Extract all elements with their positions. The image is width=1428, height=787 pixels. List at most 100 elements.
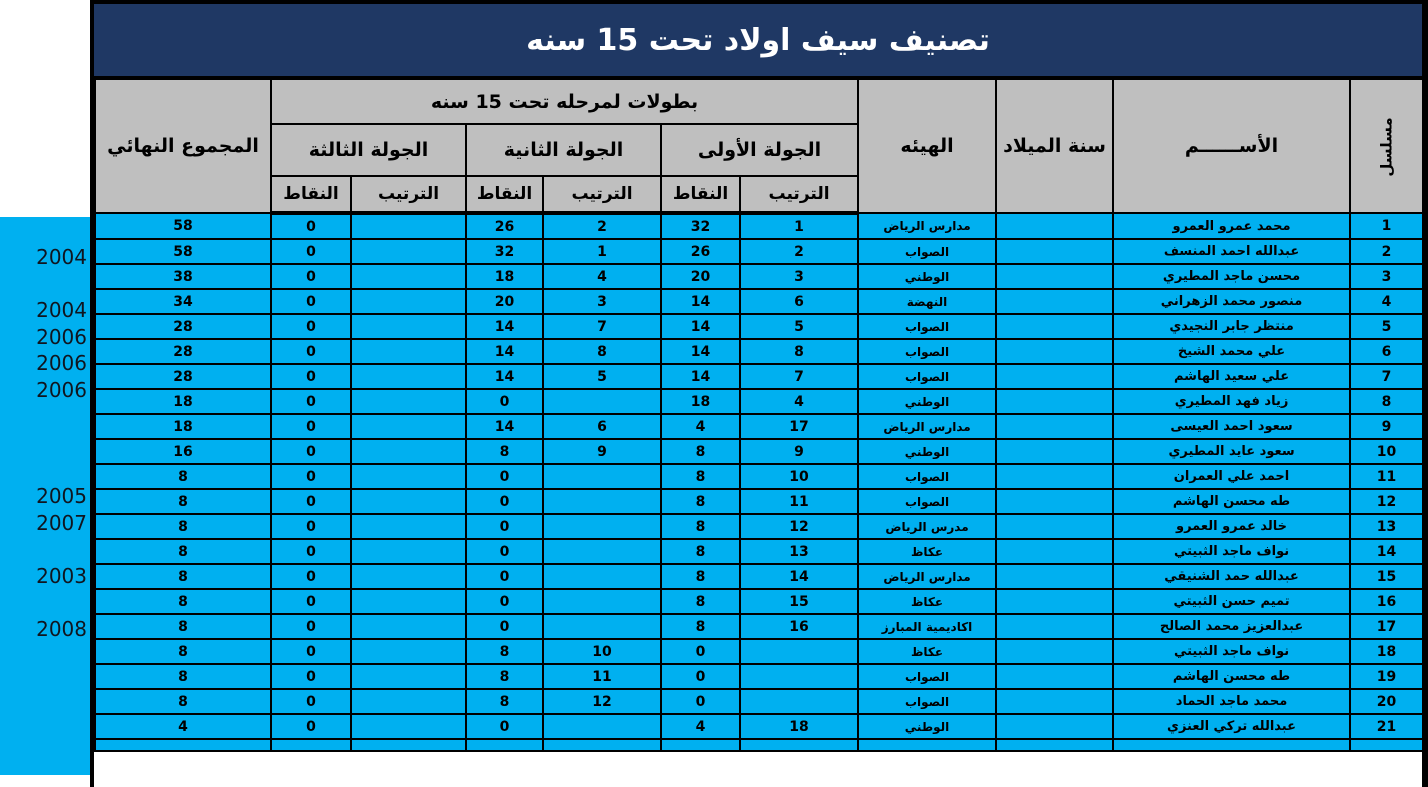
cell-r2-points: 32	[465, 238, 545, 265]
cell-r1-points: 14	[660, 363, 742, 390]
column-header-points-r1: النقاط	[660, 175, 742, 215]
cell-r2-rank	[542, 513, 663, 540]
cell-name: زياد فهد المطيري	[1112, 388, 1352, 415]
side-year-label: 2007	[36, 510, 87, 535]
table-row: 7 علي سعيد الهاشم الصواب 7 14 5 14 0 28	[94, 363, 1422, 390]
cell-r2-points: 0	[465, 713, 545, 740]
cell-r1-points: 4	[660, 713, 742, 740]
cell-org: الصواب	[857, 663, 998, 690]
cell-birth-year	[995, 338, 1115, 365]
cell-r3-points: 0	[269, 563, 353, 590]
cell-r2-rank: 6	[542, 413, 663, 440]
cell-total: 18	[94, 388, 272, 415]
cell-r1-rank: 13	[739, 538, 860, 565]
cell-total: 8	[94, 463, 272, 490]
cell-r2-rank	[542, 463, 663, 490]
cell-r2-rank: 7	[542, 313, 663, 340]
cell-birth-year	[995, 513, 1115, 540]
cell-birth-year	[995, 263, 1115, 290]
cell-r3-rank	[350, 663, 468, 690]
cell-birth-year	[995, 463, 1115, 490]
table-row: 10 سعود عايد المطيري الوطني 9 8 9 8 0 16	[94, 438, 1422, 465]
cell-total: 58	[94, 238, 272, 265]
column-header-name: الأســــــم	[1112, 78, 1352, 214]
cell-r1-points: 26	[660, 238, 742, 265]
table-body: 1 محمد عمرو العمرو مدارس الرياض 1 32 2 26 0 58 2 ع…	[94, 212, 1422, 752]
table-row: 1 محمد عمرو العمرو مدارس الرياض 1 32 2 26 0 58	[94, 212, 1422, 240]
cell-r2-rank: 2	[542, 212, 663, 240]
cell-name: سعود احمد العيسى	[1112, 413, 1352, 440]
cell-empty	[660, 738, 742, 752]
cell-r2-points: 8	[465, 438, 545, 465]
cell-total: 38	[94, 263, 272, 290]
cell-name: محمد ماجد الحماد	[1112, 688, 1352, 715]
table-row: 15 عبدالله حمد الشنيقي مدارس الرياض 14 8 0 0 8	[94, 563, 1422, 590]
cell-empty	[995, 738, 1115, 752]
ranking-table-container: تصنيف سيف اولاد تحت 15 سنه مسلسل الأســـ…	[90, 0, 1428, 787]
cell-r3-rank	[350, 288, 468, 315]
table-row: 2 عبدالله احمد المنسف الصواب 2 26 1 32 0 58	[94, 238, 1422, 265]
side-year-label: 2006	[36, 324, 87, 349]
cell-serial: 1	[1349, 212, 1422, 240]
cell-birth-year	[995, 588, 1115, 615]
cell-org: عكاظ	[857, 588, 998, 615]
cell-r1-rank: 18	[739, 713, 860, 740]
cell-r3-points: 0	[269, 713, 353, 740]
cell-r1-rank	[739, 688, 860, 715]
cell-r1-points: 32	[660, 212, 742, 240]
side-year-label: 2006	[36, 377, 87, 402]
cell-r2-points: 20	[465, 288, 545, 315]
cell-r3-points: 0	[269, 438, 353, 465]
cell-empty	[350, 738, 468, 752]
column-header-round-1: الجولة الأولى	[660, 123, 860, 177]
cell-total: 8	[94, 563, 272, 590]
column-header-round-2: الجولة الثانية	[465, 123, 663, 177]
cell-r1-points: 8	[660, 488, 742, 515]
column-header-rank-r3: الترتيب	[350, 175, 468, 215]
cell-name: خالد عمرو العمرو	[1112, 513, 1352, 540]
table-row-partial	[94, 738, 1422, 752]
cell-r3-rank	[350, 438, 468, 465]
cell-r2-rank	[542, 488, 663, 515]
cell-r3-rank	[350, 338, 468, 365]
cell-total: 8	[94, 613, 272, 640]
cell-org: اكاديمية المبارز	[857, 613, 998, 640]
column-header-points-r3: النقاط	[269, 175, 353, 215]
cell-r2-points: 8	[465, 638, 545, 665]
table-row: 12 طه محسن الهاشم الصواب 11 8 0 0 8	[94, 488, 1422, 515]
cell-birth-year	[995, 288, 1115, 315]
column-header-org: الهيئه	[857, 78, 998, 214]
cell-r2-rank: 3	[542, 288, 663, 315]
cell-r3-rank	[350, 588, 468, 615]
cell-r1-points: 8	[660, 438, 742, 465]
cell-name: نواف ماجد الثبيتي	[1112, 638, 1352, 665]
cell-r3-points: 0	[269, 313, 353, 340]
cell-r2-points: 0	[465, 488, 545, 515]
cell-r3-points: 0	[269, 413, 353, 440]
cell-serial: 3	[1349, 263, 1422, 290]
side-year-label	[0, 695, 90, 722]
side-year-label	[0, 722, 90, 749]
cell-r2-rank: 1	[542, 238, 663, 265]
cell-name: علي سعيد الهاشم	[1112, 363, 1352, 390]
cell-r3-points: 0	[269, 613, 353, 640]
cell-birth-year	[995, 613, 1115, 640]
cell-serial: 7	[1349, 363, 1422, 390]
cell-total: 8	[94, 513, 272, 540]
cell-name: علي محمد الشيخ	[1112, 338, 1352, 365]
cell-r1-rank: 10	[739, 463, 860, 490]
cell-empty	[857, 738, 998, 752]
cell-serial: 20	[1349, 688, 1422, 715]
column-header-points-r2: النقاط	[465, 175, 545, 215]
cell-birth-year	[995, 313, 1115, 340]
cell-org: الوطني	[857, 388, 998, 415]
cell-empty	[542, 738, 663, 752]
cell-r1-points: 8	[660, 513, 742, 540]
cell-r3-points: 0	[269, 238, 353, 265]
cell-birth-year	[995, 388, 1115, 415]
cell-org: الوطني	[857, 263, 998, 290]
cell-total: 8	[94, 488, 272, 515]
cell-name: عبدالله تركي العنزي	[1112, 713, 1352, 740]
cell-r3-rank	[350, 313, 468, 340]
